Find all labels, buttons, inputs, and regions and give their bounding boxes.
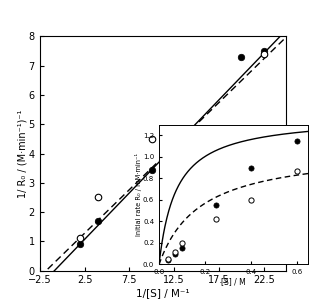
Point (173, 249, 178, 254)
Point (239, 54, 244, 59)
Point (217, 131, 222, 136)
Point (214, 203, 219, 208)
Point (95, 218, 100, 223)
Point (173, 251, 178, 256)
Point (149, 167, 154, 172)
X-axis label: [S] / M: [S] / M (221, 277, 246, 286)
Point (95, 195, 100, 200)
Point (214, 217, 219, 222)
Y-axis label: Initial rate R₀ / mM·min⁻¹: Initial rate R₀ / mM·min⁻¹ (135, 153, 142, 236)
Point (248, 198, 253, 202)
Point (294, 138, 300, 143)
Y-axis label: 1/ R₀ / (M·min⁻¹)⁻¹: 1/ R₀ / (M·min⁻¹)⁻¹ (17, 109, 27, 198)
Point (261, 52, 266, 57)
Point (248, 165, 253, 170)
Point (294, 168, 300, 173)
Point (78, 236, 83, 241)
Point (166, 257, 171, 261)
Point (179, 246, 184, 251)
Point (78, 242, 83, 247)
Point (149, 136, 154, 141)
Point (179, 240, 184, 245)
Point (261, 49, 266, 54)
Point (166, 258, 171, 263)
X-axis label: 1/[S] / M⁻¹: 1/[S] / M⁻¹ (136, 288, 190, 298)
